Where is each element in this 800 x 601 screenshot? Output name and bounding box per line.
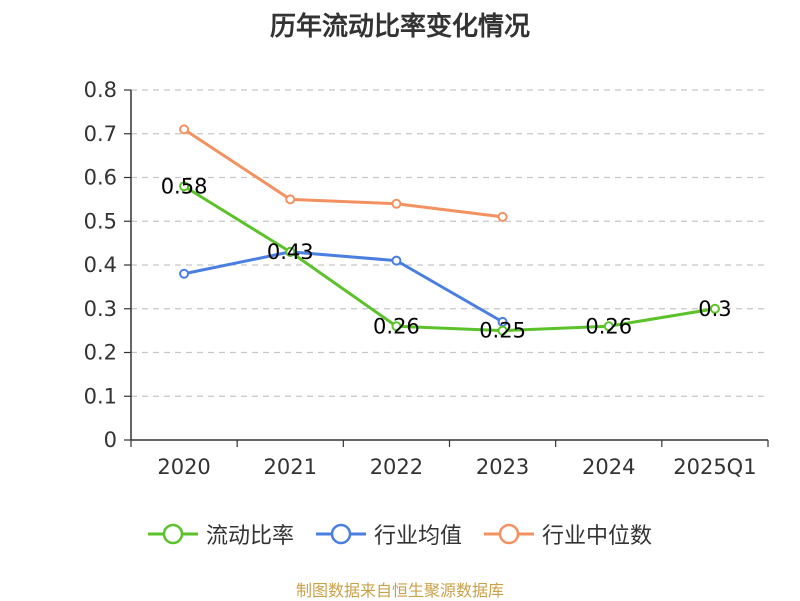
series-layer [179,124,720,336]
axes: 0 0.1 0.2 0.3 0.4 0.5 0.6 0.7 0.8 2020 2021 2022 202… [84,78,769,479]
y-tick-label: 0.4 [84,253,117,277]
data-point [179,181,190,192]
x-tick-label: 2021 [264,455,317,479]
legend-swatch-icon [315,523,366,545]
data-point [285,246,296,257]
series-line [183,184,716,333]
data-point [497,325,508,336]
source-note: 制图数据来自恒生聚源数据库 [295,581,504,600]
x-tick-label: 2024 [582,455,635,479]
legend-swatch-icon [484,523,534,545]
data-point [179,124,190,135]
data-point [391,255,402,266]
x-tick-label: 2020 [157,455,210,479]
data-label: 0.3 [698,297,731,321]
data-point [391,321,402,332]
data-point [709,303,720,314]
series-line [183,250,504,324]
y-tick-label: 0.3 [84,297,117,321]
data-label: 0.58 [161,174,208,198]
y-tick-label: 0.6 [84,166,117,190]
data-point [179,268,190,279]
legend-label: 行业中位数 [542,524,653,549]
y-tick-label: 0.2 [84,341,117,365]
y-tick-label: 0.5 [84,209,117,233]
x-tick-label: 2022 [370,455,423,479]
data-label: 0.25 [479,319,526,343]
y-tick-label: 0.1 [84,384,117,408]
series-line [183,128,503,219]
data-label: 0.26 [373,314,420,338]
data-point [603,321,614,332]
data-label: 0.43 [267,240,314,264]
data-labels: 0.58 0.43 0.26 0.25 0.26 0.3 [161,174,732,342]
data-point [497,211,508,222]
chart-title: 历年流动比率变化情况 [269,12,530,42]
legend-label: 行业均值 [373,524,462,549]
legend-item[interactable]: 流动比率 [147,518,294,550]
y-tick-label: 0.8 [84,78,117,102]
x-tick-label: 2025Q1 [673,455,756,479]
legend-item[interactable]: 行业中位数 [484,518,652,550]
legend-swatch-icon [147,523,198,545]
legend-item[interactable]: 行业均值 [315,518,462,550]
y-tick-label: 0 [104,428,117,452]
data-point [391,198,402,209]
y-tick-label: 0.7 [84,122,117,146]
legend: 流动比率 行业均值 行业中位数 [0,518,800,550]
x-tick-label: 2023 [476,455,529,479]
grid-lines [131,89,768,397]
data-label: 0.26 [585,314,632,338]
data-point [285,194,296,205]
legend-label: 流动比率 [205,524,294,549]
